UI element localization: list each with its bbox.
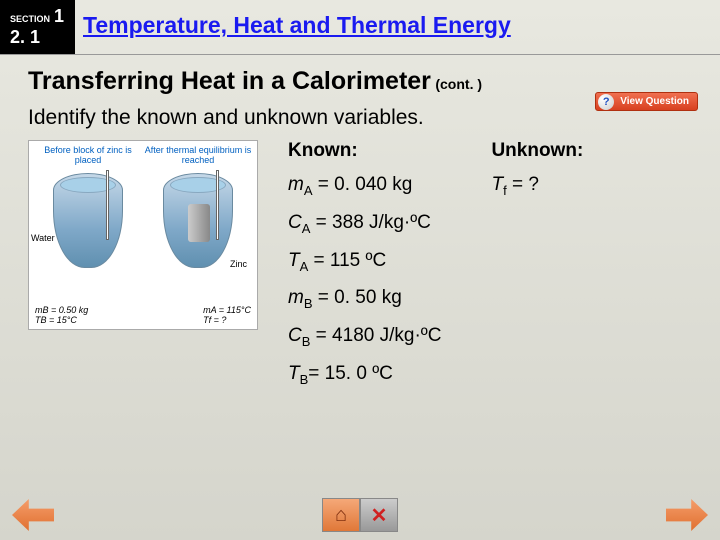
variable-line: mB = 0. 50 kg <box>288 287 441 311</box>
variables: Known: mA = 0. 040 kg CA = 388 J/kg·ºC TA … <box>288 140 692 401</box>
diagram-bl-left: mB = 0.50 kg TB = 15°C <box>35 305 88 325</box>
variable-line: TB= 15. 0 ºC <box>288 363 441 387</box>
nav-middle: ⌂ ✕ <box>322 498 398 532</box>
diagram-right-caption: After thermal equilibrium is reached <box>143 145 253 165</box>
next-arrow-button[interactable] <box>666 499 708 531</box>
beaker-right-icon <box>163 173 233 268</box>
diagram-left-caption: Before block of zinc is placed <box>33 145 143 165</box>
close-button[interactable]: ✕ <box>360 498 398 532</box>
known-column: Known: mA = 0. 040 kg CA = 388 J/kg·ºC TA … <box>288 140 441 401</box>
diagram-bl-right: mA = 115°C Tf = ? <box>203 305 251 325</box>
calorimeter-diagram: Before block of zinc is placed After the… <box>28 140 258 330</box>
variable-line: CB = 4180 J/kg·ºC <box>288 325 441 349</box>
subtitle: Transferring Heat in a Calorimeter <box>28 67 431 95</box>
unknown-head: Unknown: <box>491 140 583 162</box>
variable-line: CA = 388 J/kg·ºC <box>288 212 441 236</box>
page-title: Temperature, Heat and Thermal Energy <box>75 0 720 54</box>
subtitle-cont: (cont. ) <box>435 76 482 92</box>
zinc-block-icon <box>188 204 210 242</box>
nav-bar: ⌂ ✕ <box>0 498 720 532</box>
unknown-column: Unknown: Tf = ? <box>491 140 583 401</box>
known-head: Known: <box>288 140 441 162</box>
diagram-bottom-labels: mB = 0.50 kg TB = 15°C mA = 115°C Tf = ? <box>35 305 251 325</box>
section-number-2: 2. 1 <box>10 27 65 48</box>
view-question-label: View Question <box>620 96 689 107</box>
content: Transferring Heat in a Calorimeter (cont… <box>0 55 720 413</box>
variable-line: TA = 115 ºC <box>288 250 441 274</box>
section-label: SECTION <box>10 14 50 24</box>
thermometer-icon <box>216 170 219 240</box>
thermometer-icon <box>106 170 109 240</box>
water-label: Water <box>31 233 55 243</box>
diagram-right: After thermal equilibrium is reached <box>143 145 253 268</box>
view-question-button[interactable]: View Question <box>595 92 698 111</box>
header: SECTION 1 2. 1 Temperature, Heat and The… <box>0 0 720 55</box>
beaker-left-icon <box>53 173 123 268</box>
diagram-left: Before block of zinc is placed <box>33 145 143 268</box>
instruction: Identify the known and unknown variables… <box>28 106 692 130</box>
section-number-1: 1 <box>54 6 64 27</box>
variable-line: Tf = ? <box>491 174 583 198</box>
zinc-label: Zinc <box>230 259 247 269</box>
variable-line: mA = 0. 040 kg <box>288 174 441 198</box>
prev-arrow-button[interactable] <box>12 499 54 531</box>
subtitle-row: Transferring Heat in a Calorimeter (cont… <box>28 67 692 96</box>
body-row: Before block of zinc is placed After the… <box>28 140 692 401</box>
home-button[interactable]: ⌂ <box>322 498 360 532</box>
section-box: SECTION 1 2. 1 <box>0 0 75 54</box>
